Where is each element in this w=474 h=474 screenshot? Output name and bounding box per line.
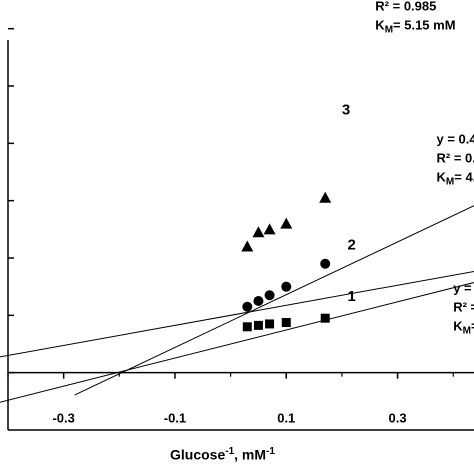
- point-series-1-4: [320, 313, 330, 323]
- point-series-2-1: [253, 296, 264, 306]
- point-series-1-0: [242, 322, 252, 332]
- x-axis-label-unit-exponent: -1: [266, 446, 275, 457]
- fit-line-1: [0, 270, 474, 358]
- x-axis-label-unit: , mM: [234, 446, 267, 463]
- point-series-3-2: [263, 223, 276, 235]
- x-axis-label-text: Glucose: [170, 446, 226, 463]
- point-series-3-3: [280, 217, 293, 229]
- point-series-2-0: [242, 301, 253, 312]
- r-squared-3: R² = 0.985: [375, 0, 436, 13]
- line-number-1: 1: [347, 288, 355, 305]
- x-tick-label-2: 0.1: [277, 411, 295, 426]
- x-tick-label-1: -0.1: [164, 411, 186, 426]
- equation-2: y = 0.49x + 0.1: [437, 131, 474, 146]
- km-2: KM= 4.86 mM: [437, 169, 474, 187]
- point-series-3-4: [319, 191, 332, 203]
- axes: -0.3-0.10.10.30.5: [7, 27, 474, 431]
- point-series-2-2: [264, 290, 275, 301]
- fit-line-3: [74, 205, 474, 396]
- km-1: KM= 7.63 mM: [453, 318, 474, 336]
- point-series-1-2: [265, 319, 275, 329]
- point-series-1-1: [253, 320, 263, 330]
- x-axis-label-exponent: -1: [225, 446, 235, 457]
- point-series-1-3: [281, 318, 291, 327]
- x-tick-label-3: 0.3: [389, 411, 407, 426]
- x-axis-label: Glucose-1, mM-1: [170, 446, 275, 463]
- r-squared-1: R² = 0.985: [453, 299, 474, 314]
- point-series-2-4: [320, 258, 331, 269]
- line-number-2: 2: [347, 236, 355, 253]
- line-number-3: 3: [342, 102, 350, 119]
- point-series-3-0: [241, 240, 254, 252]
- x-tick-label-0: -0.3: [52, 411, 74, 426]
- point-series-2-3: [281, 281, 292, 292]
- point-series-3-1: [252, 226, 265, 238]
- km-3: KM= 5.15 mM: [375, 17, 455, 35]
- data-points: [241, 191, 332, 332]
- equation-1: y = 0.35x +: [453, 280, 474, 295]
- fit-line-2: [0, 282, 474, 403]
- fit-lines: [0, 205, 474, 403]
- r-squared-2: R² = 0.997: [437, 150, 474, 165]
